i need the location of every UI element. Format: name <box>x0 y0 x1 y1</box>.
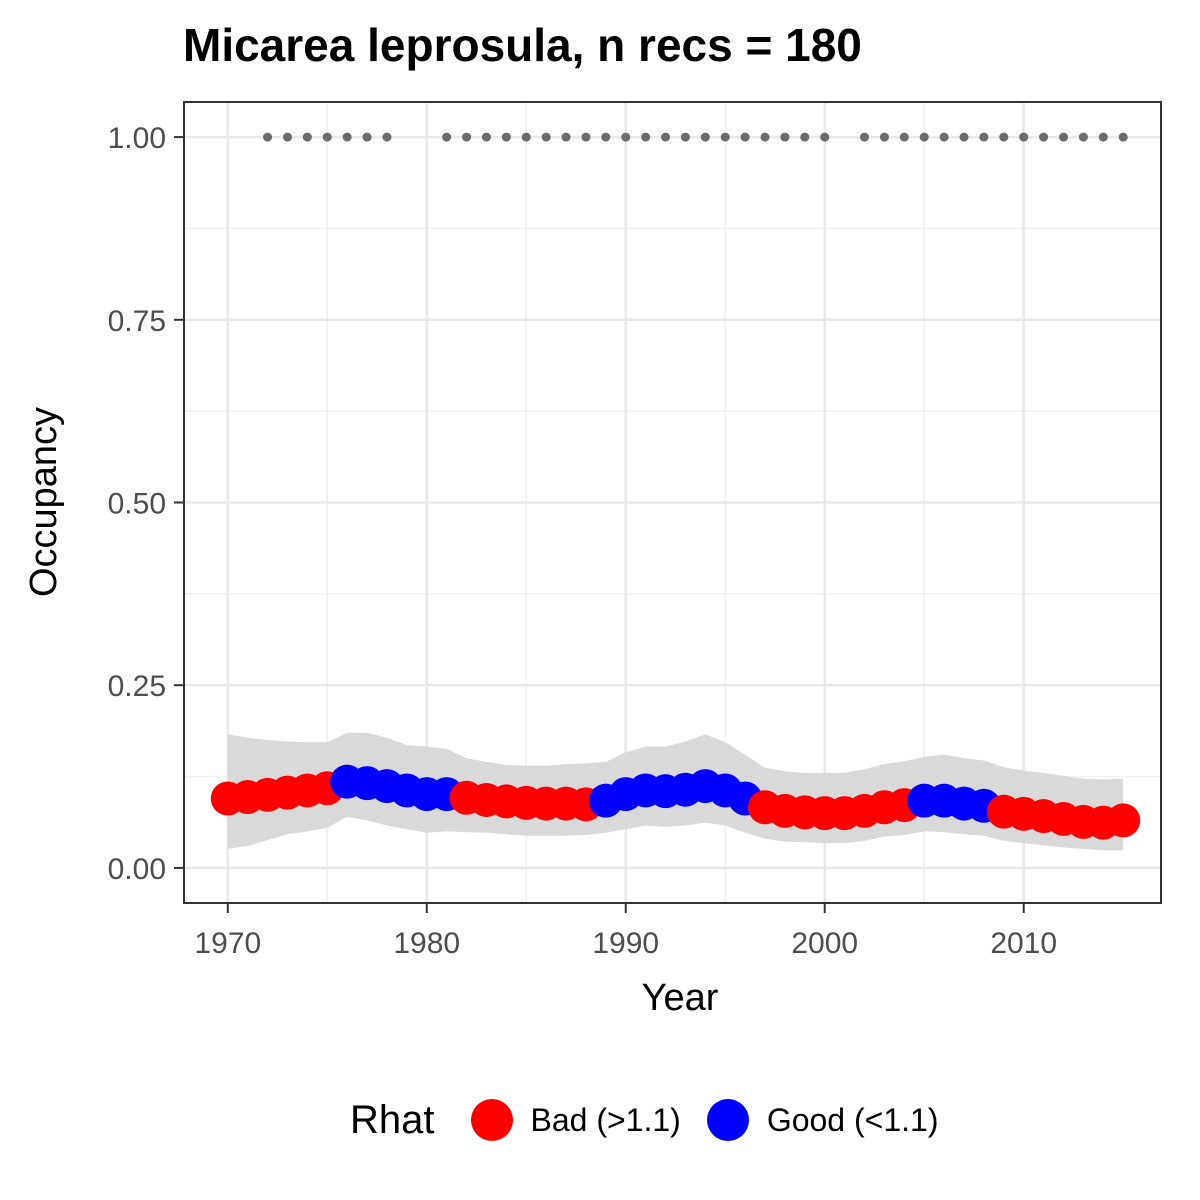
x-tick-label: 2010 <box>990 927 1057 960</box>
legend-label-good: Good (<1.1) <box>766 1101 939 1138</box>
record-point-2007 <box>959 132 969 142</box>
record-point-2000 <box>820 132 830 142</box>
y-tick-label: 0.50 <box>108 488 166 521</box>
record-point-2003 <box>879 132 889 142</box>
y-tick-label: 0.00 <box>108 853 166 886</box>
x-tick-label: 1980 <box>393 927 460 960</box>
record-year-points <box>263 132 1128 142</box>
legend-item-good: Good (<1.1) <box>706 1099 939 1141</box>
x-axis-title: Year <box>642 977 719 1019</box>
record-point-1995 <box>720 132 730 142</box>
record-point-1978 <box>382 132 392 142</box>
record-point-2009 <box>999 132 1009 142</box>
record-point-1990 <box>621 132 631 142</box>
record-point-1981 <box>442 132 452 142</box>
record-point-2014 <box>1098 132 1108 142</box>
record-point-1994 <box>700 132 710 142</box>
record-point-1988 <box>581 132 591 142</box>
record-point-2006 <box>939 132 949 142</box>
record-point-1992 <box>661 132 671 142</box>
record-point-1982 <box>462 132 472 142</box>
record-point-2008 <box>979 132 989 142</box>
record-point-1975 <box>322 132 332 142</box>
record-point-2013 <box>1078 132 1088 142</box>
x-tick-label: 1990 <box>592 927 659 960</box>
record-point-1983 <box>481 132 491 142</box>
record-point-1987 <box>561 132 571 142</box>
y-axis: 0.00 0.25 0.50 0.75 1.00 <box>108 122 184 886</box>
record-point-1985 <box>521 132 531 142</box>
y-tick-label: 1.00 <box>108 122 166 155</box>
x-tick-label: 1970 <box>194 927 261 960</box>
legend-title: Rhat <box>350 1097 435 1142</box>
record-point-1976 <box>342 132 352 142</box>
record-point-1998 <box>780 132 790 142</box>
y-axis-title: Occupancy <box>23 407 65 597</box>
x-tick-label: 2000 <box>791 927 858 960</box>
record-point-2011 <box>1039 132 1049 142</box>
occupancy-points <box>210 764 1141 840</box>
y-tick-label: 0.25 <box>108 670 166 703</box>
record-point-2010 <box>1019 132 1029 142</box>
record-point-2015 <box>1118 132 1128 142</box>
chart-title: Micarea leprosula, n recs = 180 <box>183 19 862 71</box>
record-point-1996 <box>740 132 750 142</box>
record-point-1977 <box>362 132 372 142</box>
record-point-1989 <box>601 132 611 142</box>
legend-key-bad <box>470 1099 513 1141</box>
legend-label-bad: Bad (>1.1) <box>530 1101 681 1138</box>
record-point-1986 <box>541 132 551 142</box>
record-point-2012 <box>1058 132 1068 142</box>
occupancy-point-2015 <box>1106 803 1141 838</box>
x-axis: 1970 1980 1990 2000 2010 <box>194 903 1057 960</box>
record-point-1991 <box>641 132 651 142</box>
record-point-1984 <box>501 132 511 142</box>
y-tick-label: 0.75 <box>108 305 166 338</box>
record-point-1972 <box>263 132 273 142</box>
record-point-2004 <box>899 132 909 142</box>
record-point-2002 <box>860 132 870 142</box>
legend: Rhat Bad (>1.1) Good (<1.1) <box>350 1092 964 1148</box>
record-point-1999 <box>800 132 810 142</box>
record-point-1997 <box>760 132 770 142</box>
record-point-1974 <box>302 132 312 142</box>
legend-key-good <box>706 1099 749 1141</box>
record-point-1993 <box>680 132 690 142</box>
legend-item-bad: Bad (>1.1) <box>470 1099 681 1141</box>
record-point-1973 <box>282 132 292 142</box>
record-point-2005 <box>919 132 929 142</box>
